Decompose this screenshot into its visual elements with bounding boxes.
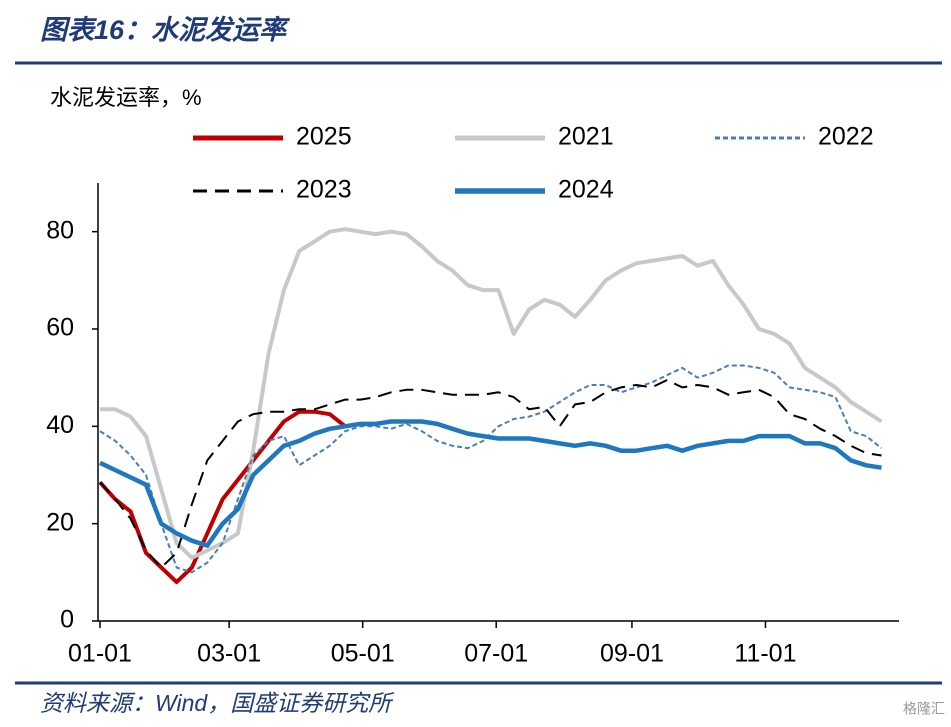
y-tick-label: 20 bbox=[46, 508, 74, 536]
x-tick-label: 01-01 bbox=[68, 640, 132, 668]
x-tick-label: 05-01 bbox=[331, 640, 395, 668]
legend-label: 2024 bbox=[558, 176, 614, 204]
y-tick-label: 80 bbox=[46, 216, 74, 244]
x-tick-label: 03-01 bbox=[197, 640, 261, 668]
y-tick-label: 60 bbox=[46, 314, 74, 342]
series-line bbox=[99, 379, 882, 569]
series-line bbox=[99, 419, 882, 548]
series-line bbox=[100, 227, 883, 560]
legend-label: 2023 bbox=[296, 176, 352, 204]
legend-label: 2021 bbox=[558, 123, 614, 151]
x-tick-label: 09-01 bbox=[600, 640, 664, 668]
watermark: 格隆汇 bbox=[903, 701, 945, 717]
legend-label: 2022 bbox=[818, 123, 874, 151]
page-title: 图表16：水泥发运率 bbox=[40, 15, 291, 45]
source: 资料来源：Wind，国盛证券研究所 bbox=[40, 690, 394, 716]
y-axis-label: 水泥发运率，% bbox=[50, 85, 202, 110]
y-tick-label: 0 bbox=[60, 606, 74, 634]
x-tick-label: 07-01 bbox=[464, 640, 528, 668]
series-line bbox=[99, 364, 883, 574]
x-tick-label: 11-01 bbox=[734, 640, 796, 668]
y-tick-label: 40 bbox=[46, 411, 74, 439]
legend-label: 2025 bbox=[296, 123, 352, 151]
